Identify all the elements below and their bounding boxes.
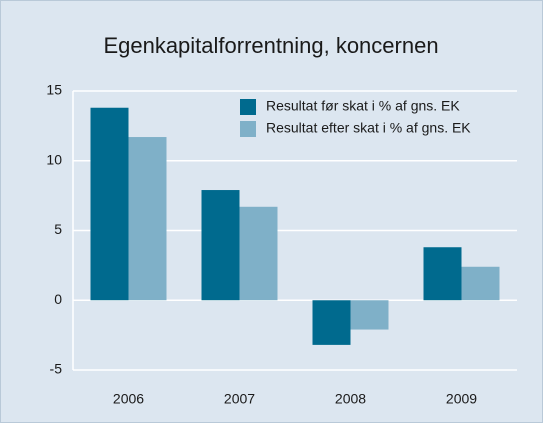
bar <box>201 190 240 301</box>
y-tick-label: 0 <box>54 291 62 307</box>
x-tick-label: 2009 <box>446 391 477 407</box>
legend-label: Resultat efter skat i % af gns. EK <box>266 120 471 136</box>
bar <box>350 300 389 330</box>
x-tick-label: 2006 <box>113 391 144 407</box>
y-tick-label: 5 <box>54 221 62 237</box>
legend-swatch <box>240 121 256 137</box>
bar <box>239 206 278 301</box>
bar <box>423 247 462 301</box>
legend-label: Resultat før skat i % af gns. EK <box>266 98 460 114</box>
y-tick-label: 10 <box>46 151 62 167</box>
x-tick-label: 2008 <box>335 391 366 407</box>
bar <box>128 137 167 301</box>
x-tick-label: 2007 <box>224 391 255 407</box>
legend-swatch <box>240 99 256 115</box>
y-tick-label: -5 <box>50 361 63 377</box>
bar <box>90 107 129 301</box>
chart-title: Egenkapitalforrentning, koncernen <box>103 33 438 58</box>
bar <box>461 266 500 301</box>
bar <box>312 300 351 345</box>
y-tick-label: 15 <box>46 82 62 98</box>
